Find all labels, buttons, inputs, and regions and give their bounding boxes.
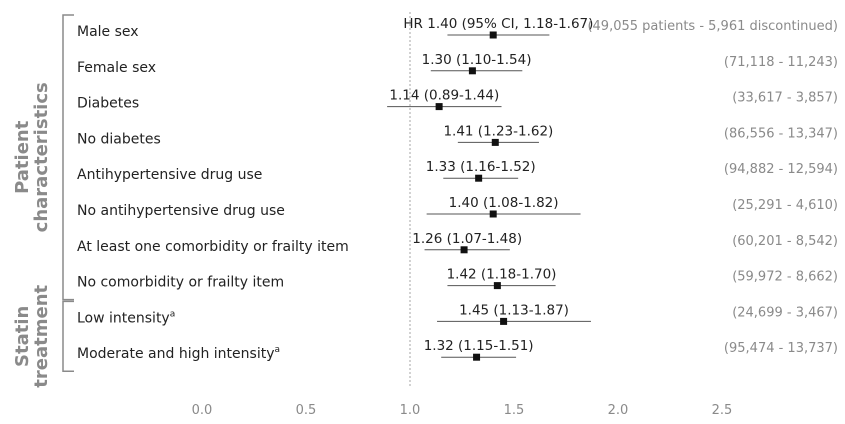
group-bracket: Statintreatment: [12, 284, 74, 388]
bracket-line: [62, 14, 74, 301]
x-tick-label: 0.5: [296, 403, 317, 418]
row-label: Diabetes: [77, 96, 139, 112]
estimate-label: HR 1.40 (95% CI, 1.18-1.67): [403, 16, 593, 32]
forest-row: Moderate and high intensitya 1.32 (1.15-1…: [77, 338, 838, 362]
group-labels: Patientcharacteristics Statintreatment: [12, 14, 74, 388]
x-tick-label: 0.0: [192, 403, 213, 418]
estimate-label: 1.33 (1.16-1.52): [426, 159, 536, 175]
estimate-label: 1.32 (1.15-1.51): [424, 338, 534, 354]
hr-point: [500, 317, 508, 325]
forest-row: No comorbidity or frailty item 1.42 (1.18…: [77, 267, 838, 291]
forest-row: At least one comorbidity or frailty item…: [77, 231, 838, 255]
x-axis: 0.0 0.5 1.0 1.5 2.0 2.5: [192, 403, 733, 418]
count-label: (71,118 - 11,243): [724, 55, 838, 70]
estimate-label: 1.14 (0.89-1.44): [389, 88, 499, 104]
forest-row: Diabetes 1.14 (0.89-1.44) (33,617 - 3,857): [77, 88, 838, 112]
rows-layer: Male sex HR 1.40 (95% CI, 1.18-1.67)(49,0…: [77, 16, 838, 362]
forest-row: No antihypertensive drug use 1.40 (1.08-1…: [77, 195, 838, 219]
footnote-marker: a: [170, 309, 176, 319]
group-bracket: Patientcharacteristics: [12, 14, 74, 301]
row-label: Female sex: [77, 60, 156, 76]
row-label: Antihypertensive drug use: [77, 167, 262, 183]
hr-point: [460, 246, 468, 254]
hr-point: [493, 282, 501, 290]
forest-row: Antihypertensive drug use 1.33 (1.16-1.52…: [77, 159, 838, 183]
hr-point: [435, 103, 443, 111]
x-tick-label: 2.5: [712, 403, 733, 418]
row-label: Moderate and high intensitya: [77, 345, 280, 362]
count-label: (60,201 - 8,542): [732, 234, 838, 249]
hr-point: [475, 174, 483, 182]
forest-row: Female sex 1.30 (1.10-1.54) (71,118 - 11,2…: [77, 52, 838, 76]
group-label: Patientcharacteristics: [12, 82, 52, 232]
x-tick-label: 1.5: [504, 403, 525, 418]
footnote-marker: a: [275, 345, 281, 355]
hr-point: [489, 31, 497, 39]
count-label: (94,882 - 12,594): [724, 162, 838, 177]
estimate-label: 1.40 (1.08-1.82): [449, 195, 559, 211]
count-label: (33,617 - 3,857): [732, 91, 838, 106]
hr-point: [491, 138, 499, 146]
count-label: (25,291 - 4,610): [732, 198, 838, 213]
estimate-label: 1.30 (1.10-1.54): [422, 52, 532, 68]
forest-row: Male sex HR 1.40 (95% CI, 1.18-1.67)(49,0…: [77, 16, 838, 40]
x-tick-label: 2.0: [608, 403, 629, 418]
forest-row: Low intensitya 1.45 (1.13-1.87) (24,699 - …: [77, 302, 838, 326]
row-label: No comorbidity or frailty item: [77, 275, 284, 291]
forest-row: No diabetes 1.41 (1.23-1.62) (86,556 - 13,…: [77, 123, 838, 147]
count-label: (59,972 - 8,662): [732, 270, 838, 285]
bracket-line: [62, 300, 74, 372]
estimate-label: 1.26 (1.07-1.48): [412, 231, 522, 247]
row-label: No antihypertensive drug use: [77, 203, 285, 219]
count-label: (24,699 - 3,467): [732, 305, 838, 320]
count-label: (86,556 - 13,347): [724, 126, 838, 141]
estimate-label: 1.42 (1.18-1.70): [447, 267, 557, 283]
group-label: Statintreatment: [12, 284, 52, 387]
estimate-label: 1.45 (1.13-1.87): [459, 302, 569, 318]
hr-point: [468, 67, 476, 75]
hr-point: [473, 353, 481, 361]
row-label: At least one comorbidity or frailty item: [77, 239, 349, 255]
x-tick-label: 1.0: [400, 403, 421, 418]
row-label: No diabetes: [77, 131, 161, 147]
row-label: Low intensitya: [77, 309, 175, 326]
row-label: Male sex: [77, 24, 139, 40]
estimate-label: 1.41 (1.23-1.62): [443, 123, 553, 139]
count-label: (95,474 - 13,737): [724, 341, 838, 356]
count-label: (49,055 patients - 5,961 discontinued): [587, 19, 838, 34]
hr-point: [489, 210, 497, 218]
